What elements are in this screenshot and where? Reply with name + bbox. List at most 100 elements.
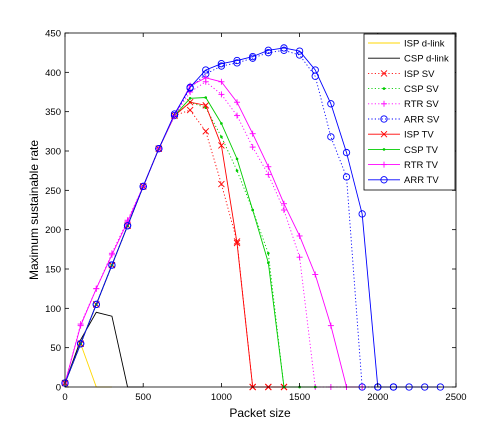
series-3-point-9-stroke-b <box>186 106 194 114</box>
series-4-point-12 <box>235 169 239 172</box>
legend-item-2: CSP d-link <box>368 54 449 65</box>
series-8-point-9 <box>188 96 192 100</box>
legend-marker-8 <box>382 148 386 151</box>
series-7-point-11-stroke-b <box>218 142 225 149</box>
legend-marker-9 <box>381 161 387 168</box>
series-9-point-10 <box>202 74 209 81</box>
series-9-point-18 <box>327 322 334 329</box>
legend-item-10: ARR TV <box>368 175 439 186</box>
legend-item-4: CSP SV <box>368 84 439 95</box>
series-9-point-4 <box>108 251 115 258</box>
series-9-point-14 <box>265 163 272 170</box>
legend-label-6: ARR SV <box>404 114 440 125</box>
series-5-point-15 <box>280 207 287 213</box>
series-6-point-11 <box>217 62 226 70</box>
series-7-point-12-stroke-b <box>233 239 241 247</box>
series-10-point-17 <box>311 66 319 74</box>
y-tick-label-9: 400 <box>45 68 61 79</box>
series-8-point-12 <box>235 157 239 161</box>
y-tick-label-2: 50 <box>50 343 61 354</box>
legend-marker-7-stroke-b <box>380 130 388 138</box>
x-tick-label-4: 1500 <box>289 392 310 403</box>
legend-marker-3-stroke-b <box>380 70 388 77</box>
x-axis-label: Packet size <box>229 406 291 420</box>
legend-label-7: ISP TV <box>404 130 434 141</box>
series-6-point-14 <box>264 49 272 57</box>
series-3-point-10-stroke-b <box>202 128 210 135</box>
legend-label-1: ISP d-link <box>404 38 445 49</box>
legend-label-4: CSP SV <box>404 84 439 95</box>
y-tick-label-8: 350 <box>45 107 61 118</box>
series-9 <box>62 74 366 390</box>
series-8-point-10 <box>204 96 208 99</box>
legend-item-8: CSP TV <box>368 145 439 156</box>
legend-marker-10 <box>380 176 388 184</box>
series-10-point-7 <box>155 144 163 153</box>
series-7-point-12 <box>233 239 241 247</box>
series-10-point-15 <box>280 44 288 52</box>
y-tick-label-5: 200 <box>45 225 61 236</box>
series-10-point-2 <box>76 340 85 348</box>
legend-label-8: CSP TV <box>404 145 439 156</box>
series-10-point-11 <box>217 60 226 68</box>
series-7-point-10 <box>202 102 210 109</box>
y-tick-label-4: 150 <box>45 265 61 276</box>
x-tick-label-1: 0 <box>62 392 67 403</box>
series-10-point-9 <box>186 83 194 91</box>
series-10-point-16 <box>295 47 304 55</box>
series-10-point-3 <box>92 300 100 309</box>
legend-item-6: ARR SV <box>368 114 440 125</box>
series-5-point-12 <box>234 112 241 119</box>
series-9-point-2 <box>77 322 84 329</box>
series-7-point-10-stroke-b <box>202 102 210 109</box>
series-6-point-18 <box>327 133 335 141</box>
legend-box <box>363 33 456 191</box>
y-tick-label-6: 250 <box>45 186 61 197</box>
series-10-point-4 <box>108 261 116 269</box>
legend-label-10: ARR TV <box>404 175 439 186</box>
series-5-point-13 <box>249 144 256 151</box>
series-10-point-12 <box>233 56 241 65</box>
series-9-point-15 <box>280 200 287 207</box>
series-9-point-16 <box>296 232 303 239</box>
x-tick-label-2: 500 <box>135 392 151 403</box>
series-10-point-8 <box>170 110 179 118</box>
legend-label-9: RTR TV <box>404 160 439 171</box>
axes-frame <box>64 32 457 388</box>
series-8-point-13 <box>251 208 254 212</box>
series-6-line <box>64 49 394 388</box>
legend-marker-5 <box>381 100 387 107</box>
series-9-point-11 <box>218 78 225 85</box>
series-7-point-11 <box>218 142 225 149</box>
legend-marker-6 <box>380 115 388 123</box>
series-8-point-11 <box>220 122 223 125</box>
series-6-point-19 <box>342 173 351 181</box>
series-10-point-6 <box>139 182 147 191</box>
series-layer <box>61 44 445 391</box>
legend-marker-3 <box>380 70 388 77</box>
series-3-point-9 <box>186 106 194 114</box>
legend-marker-4 <box>382 87 386 90</box>
series-6-point-15 <box>280 46 288 54</box>
series-10-point-13 <box>249 52 257 61</box>
x-tick-label-3: 1000 <box>211 392 232 403</box>
x-tick-label-5: 2000 <box>367 392 388 403</box>
legend-label-3: ISP SV <box>404 69 435 80</box>
legend-item-3: ISP SV <box>368 69 435 80</box>
legend-item-9: RTR TV <box>368 160 439 171</box>
series-3-point-11-stroke-b <box>218 180 225 188</box>
series-9-point-12 <box>234 99 241 106</box>
series-10-point-5 <box>123 222 132 230</box>
series-10-point-19 <box>342 148 351 157</box>
series-3-point-10 <box>202 128 210 135</box>
y-axis-label: Maximum sustainable rate <box>27 140 41 280</box>
series-9-line <box>64 77 363 388</box>
series-6-point-12 <box>233 59 241 67</box>
series-4-point-11 <box>220 135 223 139</box>
series-5-point-16 <box>296 254 303 261</box>
legend-item-1: ISP d-link <box>368 38 445 49</box>
series-10-point-10 <box>202 66 210 74</box>
series-10-point-20 <box>358 210 366 218</box>
legend-marker-7 <box>380 130 388 138</box>
series-3-point-11 <box>218 180 225 188</box>
